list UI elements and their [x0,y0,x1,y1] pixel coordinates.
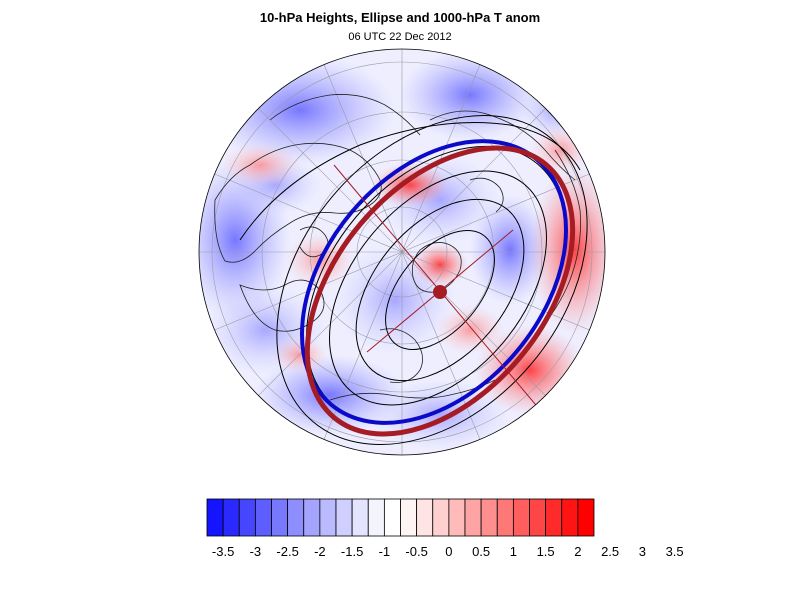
ellipse-center-marker [433,285,447,299]
colorbar-swatch [512,498,530,537]
colorbar-swatch [238,498,256,537]
colorbar-tick-label: -1.5 [341,544,363,559]
colorbar-swatch [287,498,305,537]
map-subtitle: 06 UTC 22 Dec 2012 [348,31,452,43]
colorbar-tick-label: -3.5 [212,544,234,559]
colorbar-tick-label: -3 [250,544,262,559]
colorbar-swatch [561,498,579,537]
coastlines [214,94,581,401]
colorbar-tick-label: 0.5 [472,544,490,559]
map-title: 10-hPa Heights, Ellipse and 1000-hPa T a… [259,10,541,25]
colorbar-swatch [254,498,272,537]
fitted-ellipse [304,145,576,437]
colorbar-tick-label: 1.5 [537,544,555,559]
colorbar-swatch [206,498,224,537]
colorbar-swatch [496,498,514,537]
colorbar-swatch [303,498,321,537]
polar-stereographic-map [198,48,606,456]
colorbar-tick-label: -2.5 [276,544,298,559]
colorbar-swatch [416,498,434,537]
colorbar-swatch [529,498,547,537]
colorbar-tick-label: -1 [379,544,391,559]
colorbar-tick-label: 2 [574,544,581,559]
colorbar-swatch [448,498,466,537]
colorbar-tick-label: 0 [445,544,452,559]
colorbar-swatch [577,498,595,537]
colorbar-swatch [335,498,353,537]
colorbar-tick-label: 3.5 [666,544,684,559]
colorbar-tick-label: 2.5 [601,544,619,559]
colorbar-swatch [400,498,418,537]
colorbar-tick-label: 1 [510,544,517,559]
colorbar-swatch [383,498,401,537]
colorbar-tick-label: 3 [639,544,646,559]
colorbar-swatch [432,498,450,537]
colorbar-tick-label: -0.5 [405,544,427,559]
colorbar-swatch [367,498,385,537]
colorbar-tick-label: -2 [314,544,326,559]
map-boundary [198,48,606,456]
colorbar-swatch [319,498,337,537]
colorbar-swatch [271,498,289,537]
graticule [199,49,605,455]
colorbar-swatch [222,498,240,537]
temperature-anomaly-field [199,49,605,455]
colorbar-swatch [480,498,498,537]
colorbar-swatch [464,498,482,537]
colorbar-swatch [351,498,369,537]
colorbar-swatch [545,498,563,537]
